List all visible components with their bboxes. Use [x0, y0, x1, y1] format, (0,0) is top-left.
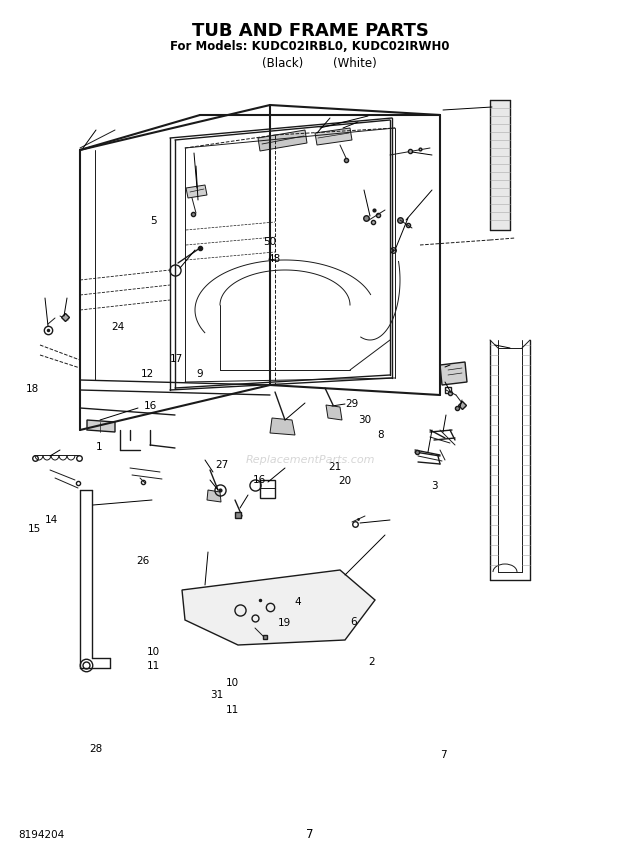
Text: 6: 6	[350, 617, 356, 627]
Text: 4: 4	[294, 597, 301, 607]
Text: 3: 3	[431, 481, 437, 491]
Text: 9: 9	[197, 369, 203, 379]
Text: 21: 21	[328, 462, 342, 473]
Text: For Models: KUDC02IRBL0, KUDC02IRWH0: For Models: KUDC02IRBL0, KUDC02IRWH0	[170, 40, 450, 53]
Text: 26: 26	[136, 556, 149, 566]
Text: 1: 1	[96, 442, 102, 452]
Text: 7: 7	[440, 750, 446, 760]
Text: (Black): (Black)	[262, 57, 304, 70]
Text: 12: 12	[141, 369, 154, 379]
Text: 50: 50	[263, 237, 277, 247]
Text: 29: 29	[345, 399, 359, 409]
Text: 2: 2	[369, 657, 375, 667]
Text: 48: 48	[267, 254, 281, 265]
Text: 10: 10	[147, 647, 161, 657]
Text: 31: 31	[210, 690, 224, 700]
Polygon shape	[440, 362, 467, 385]
Polygon shape	[315, 128, 352, 145]
Text: 5: 5	[151, 216, 157, 226]
Text: 18: 18	[26, 384, 40, 395]
Text: 27: 27	[215, 460, 229, 470]
Text: 8: 8	[378, 430, 384, 440]
Text: 7: 7	[306, 829, 314, 841]
Polygon shape	[87, 420, 115, 432]
Text: 15: 15	[27, 524, 41, 534]
Text: 8194204: 8194204	[18, 830, 64, 840]
Polygon shape	[270, 418, 295, 435]
Polygon shape	[490, 100, 510, 230]
Text: 19: 19	[277, 618, 291, 628]
Polygon shape	[186, 185, 207, 198]
Text: 28: 28	[89, 744, 103, 754]
Text: 30: 30	[358, 415, 371, 425]
Text: 11: 11	[147, 661, 161, 671]
Polygon shape	[258, 130, 307, 151]
Text: TUB AND FRAME PARTS: TUB AND FRAME PARTS	[192, 22, 428, 40]
Text: 17: 17	[170, 354, 184, 364]
Polygon shape	[182, 570, 375, 645]
Text: 14: 14	[45, 514, 58, 525]
Text: 10: 10	[226, 678, 239, 688]
Polygon shape	[326, 405, 342, 420]
Text: 24: 24	[111, 322, 125, 332]
Text: 20: 20	[338, 476, 352, 486]
Text: 11: 11	[226, 705, 239, 716]
Text: 16: 16	[144, 401, 157, 411]
Text: ReplacementParts.com: ReplacementParts.com	[246, 455, 374, 465]
Polygon shape	[207, 490, 221, 502]
Text: 16: 16	[252, 475, 266, 485]
Text: (White): (White)	[333, 57, 377, 70]
